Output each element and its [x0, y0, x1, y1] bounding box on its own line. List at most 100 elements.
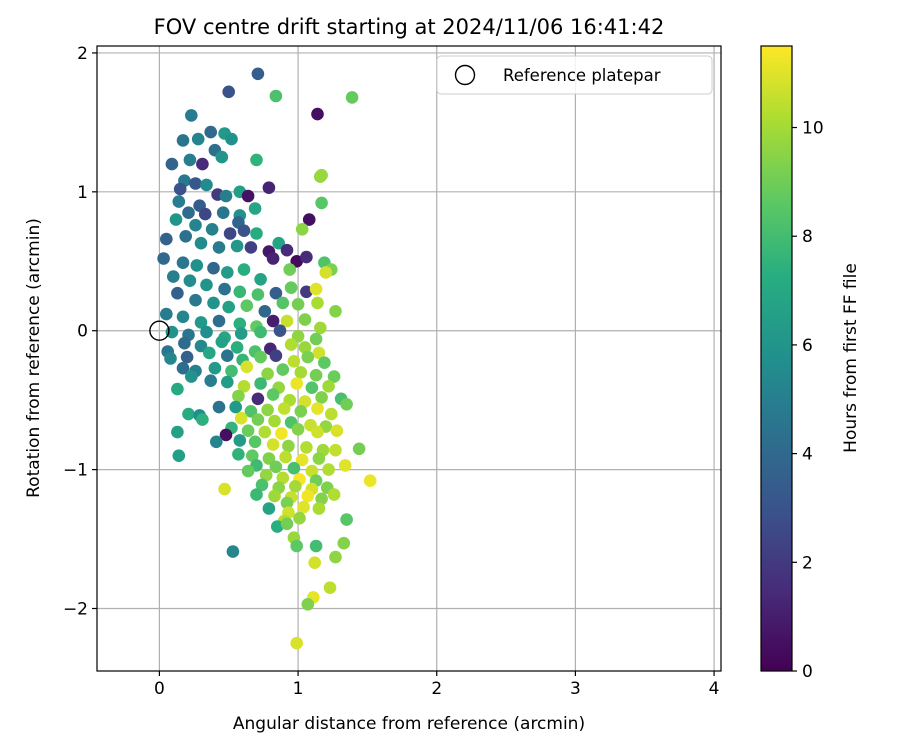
data-point: [194, 236, 208, 250]
colorbar-gradient: [761, 46, 792, 671]
data-point: [176, 256, 190, 270]
data-point: [226, 545, 240, 558]
data-point: [327, 488, 341, 501]
data-point: [233, 434, 247, 447]
colorbar-tick-label: 8: [802, 227, 813, 247]
data-point: [298, 341, 312, 354]
data-point: [240, 360, 254, 374]
colorbar-tick-label: 10: [802, 119, 824, 139]
data-point: [241, 189, 255, 203]
data-point: [325, 407, 338, 421]
data-point: [204, 374, 217, 388]
data-point: [189, 293, 202, 307]
data-point: [183, 153, 197, 167]
data-point: [275, 427, 288, 440]
data-point: [219, 428, 233, 442]
data-point: [222, 300, 235, 314]
data-point: [182, 407, 195, 421]
data-point: [212, 314, 226, 328]
data-point: [295, 453, 309, 467]
data-point: [301, 350, 315, 364]
data-point: [207, 261, 220, 275]
data-point: [327, 370, 341, 383]
data-point: [309, 332, 323, 346]
data-point: [363, 474, 377, 488]
reference-marker-layer: [149, 320, 170, 341]
data-point: [287, 461, 301, 475]
y-tick-label: −1: [63, 461, 88, 481]
data-point: [230, 341, 244, 354]
data-point: [182, 206, 195, 219]
data-point: [160, 232, 173, 246]
data-point: [176, 361, 190, 375]
data-point: [261, 403, 274, 417]
data-point: [266, 252, 280, 265]
colorbar: 0 2 4 6 8 10: [760, 45, 824, 682]
data-point: [196, 157, 209, 171]
data-point: [254, 273, 267, 286]
data-point: [171, 286, 184, 300]
data-point: [311, 425, 324, 439]
data-point: [237, 224, 251, 237]
data-point: [232, 389, 245, 403]
data-point: [290, 539, 304, 553]
data-point: [258, 305, 272, 318]
data-point: [300, 250, 313, 264]
data-point: [266, 314, 280, 328]
data-point: [215, 335, 229, 349]
x-axis-label: Angular distance from reference (arcmin): [233, 714, 585, 734]
data-point: [204, 125, 217, 139]
data-point: [305, 464, 319, 478]
data-point: [297, 500, 310, 514]
data-point: [233, 285, 247, 299]
data-point: [273, 324, 287, 338]
grid: [97, 46, 721, 671]
data-point: [160, 307, 173, 321]
data-point: [309, 539, 323, 553]
data-point: [290, 636, 304, 650]
reference-platepar-marker: [149, 320, 170, 341]
data-point: [279, 450, 292, 464]
data-point: [221, 266, 234, 279]
data-point: [266, 438, 280, 451]
data-point: [298, 313, 312, 326]
data-point: [198, 207, 212, 221]
data-point: [179, 230, 192, 243]
data-point: [301, 598, 315, 611]
data-point: [266, 388, 280, 401]
data-point: [207, 296, 220, 310]
data-point: [315, 168, 328, 182]
data-point: [258, 425, 272, 439]
colorbar-tick-label: 4: [802, 445, 813, 465]
data-point: [276, 296, 290, 310]
data-point: [251, 413, 265, 426]
x-tick-label: 0: [154, 679, 165, 699]
data-point: [283, 263, 297, 276]
data-point: [255, 478, 269, 492]
data-point: [271, 520, 284, 533]
data-point: [280, 243, 294, 257]
data-point: [172, 195, 186, 208]
colorbar-tick-label: 0: [802, 662, 813, 682]
data-point: [222, 85, 235, 99]
data-point: [330, 424, 344, 438]
data-point: [251, 392, 265, 406]
data-point: [315, 196, 328, 210]
chart-title: FOV centre drift starting at 2024/11/06 …: [154, 15, 665, 39]
data-point: [311, 296, 324, 310]
data-point: [329, 550, 342, 564]
data-point: [196, 413, 209, 426]
data-point: [282, 439, 295, 453]
data-points: [157, 67, 377, 650]
data-point: [194, 316, 208, 329]
data-point: [308, 556, 322, 569]
data-point: [232, 448, 245, 461]
data-point: [212, 400, 226, 414]
y-tick-label: −2: [63, 600, 88, 620]
plot-frame: [96, 45, 722, 672]
data-point: [259, 468, 273, 482]
data-point: [171, 425, 184, 439]
data-point: [315, 492, 328, 506]
data-point: [185, 370, 198, 383]
